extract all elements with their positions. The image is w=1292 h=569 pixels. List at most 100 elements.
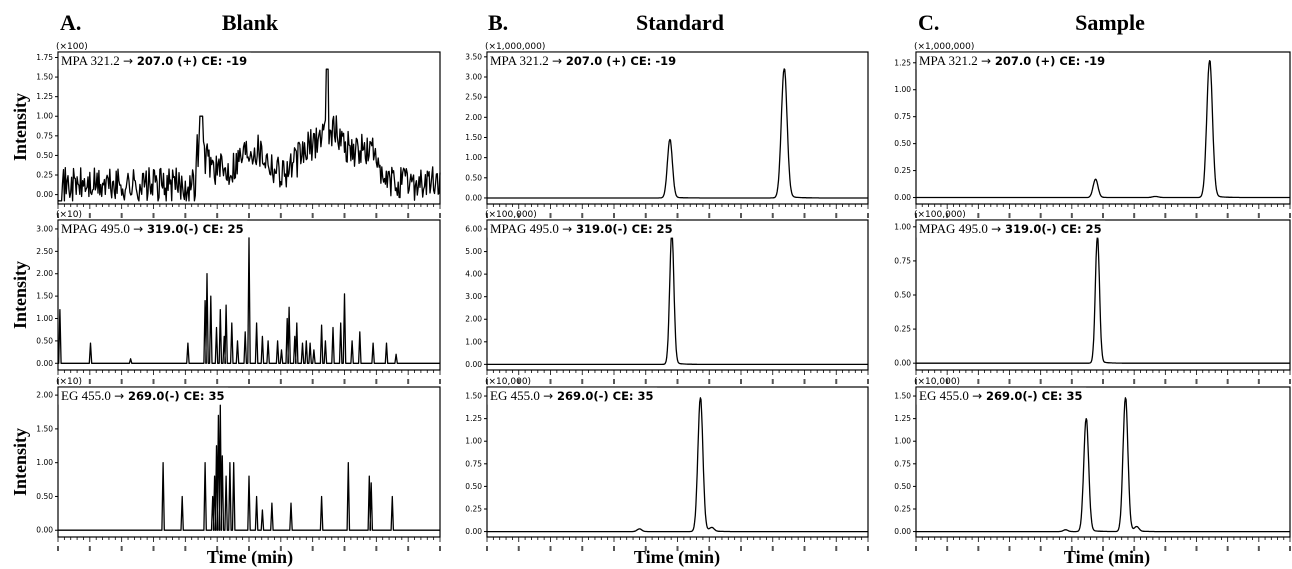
axis-multiplier: (×100) bbox=[56, 42, 88, 52]
plot-frame bbox=[486, 386, 869, 538]
y-axis-label-row-2: Intensity bbox=[10, 261, 30, 329]
x-tick-label bbox=[977, 213, 980, 218]
x-tick-label bbox=[486, 213, 488, 218]
y-tick-label: 0.75 bbox=[36, 131, 53, 140]
plot-frame bbox=[915, 386, 1291, 538]
y-tick-label: 0.50 bbox=[465, 482, 482, 491]
x-tick-label bbox=[375, 546, 378, 551]
transition-product: 269.0(-) CE: 35 bbox=[986, 389, 1083, 403]
plot-frame bbox=[486, 219, 869, 371]
x-tick-label bbox=[977, 379, 980, 384]
x-tick-label bbox=[771, 546, 774, 551]
transition-product: 269.0(-) CE: 35 bbox=[557, 389, 654, 403]
y-tick-label: 1.00 bbox=[894, 85, 911, 94]
y-tick-label: 0.50 bbox=[36, 151, 53, 160]
x-tick-label bbox=[248, 213, 250, 218]
x-tick-label bbox=[946, 213, 949, 218]
x-tick-label bbox=[439, 213, 441, 218]
x-tick-label bbox=[57, 213, 59, 218]
x-tick-label bbox=[1257, 213, 1260, 218]
y-tick-label: 0.50 bbox=[36, 336, 53, 345]
x-tick-label bbox=[343, 546, 346, 551]
x-tick-label bbox=[216, 213, 219, 218]
x-tick-label bbox=[1257, 379, 1260, 384]
transition-product: 207.0 (+) CE: -19 bbox=[995, 54, 1105, 68]
transition-product: 207.0 (+) CE: -19 bbox=[566, 54, 676, 68]
x-tick-label bbox=[1039, 379, 1042, 384]
panel-blank-mpa: (×100) 0.00 0.25 0.50 0.75 1.00 1.25 1.50 1.75 MP… bbox=[36, 42, 441, 218]
x-tick-label bbox=[279, 379, 282, 384]
x-tick-label bbox=[343, 213, 346, 218]
transition-arrow: → bbox=[552, 54, 566, 68]
x-tick-label bbox=[676, 546, 679, 551]
series-line bbox=[58, 237, 440, 364]
y-tick-label: 4.00 bbox=[465, 270, 482, 279]
transition-product: 207.0 (+) CE: -19 bbox=[137, 54, 247, 68]
x-tick-label bbox=[549, 546, 552, 551]
y-tick-label: 1.50 bbox=[36, 424, 53, 433]
transition-prefix: EG 455.0 bbox=[919, 388, 972, 403]
transition-arrow: → bbox=[991, 222, 1005, 236]
y-tick-label: 0.00 bbox=[894, 359, 911, 368]
x-tick-label bbox=[517, 546, 520, 551]
column-a-title: Blank bbox=[222, 10, 279, 35]
x-tick-label bbox=[915, 546, 917, 551]
x-tick-label bbox=[1039, 213, 1042, 218]
x-tick-label bbox=[311, 213, 314, 218]
y-tick-label: 1.00 bbox=[36, 458, 53, 467]
x-tick-label bbox=[88, 213, 91, 218]
transition-prefix: MPA 321.2 bbox=[490, 53, 552, 68]
x-tick-label bbox=[581, 379, 584, 384]
y-tick-label: 0.00 bbox=[36, 359, 53, 368]
transition-label-bg bbox=[58, 220, 248, 238]
x-tick-label bbox=[613, 379, 615, 384]
transition-arrow: → bbox=[123, 54, 137, 68]
x-tick-label bbox=[581, 546, 584, 551]
x-tick-label bbox=[184, 546, 187, 551]
y-tick-label: 1.00 bbox=[36, 314, 53, 323]
x-tick-label bbox=[740, 379, 742, 384]
transition-arrow: → bbox=[562, 222, 576, 236]
y-tick-label: 0.25 bbox=[465, 504, 482, 513]
transition-arrow: → bbox=[114, 389, 128, 403]
x-tick-label bbox=[1039, 546, 1042, 551]
x-tick-label bbox=[517, 213, 520, 218]
x-tick-label bbox=[835, 546, 838, 551]
x-tick-label bbox=[613, 213, 615, 218]
y-tick-label: 1.50 bbox=[894, 392, 911, 401]
x-tick-label bbox=[915, 379, 917, 384]
transition-product: 319.0(-) CE: 25 bbox=[147, 222, 244, 236]
y-tick-label: 2.50 bbox=[36, 247, 53, 256]
x-tick-label bbox=[439, 379, 441, 384]
x-tick-label bbox=[407, 213, 410, 218]
y-tick-label: 1.50 bbox=[465, 133, 482, 142]
x-tick-label bbox=[708, 546, 711, 551]
transition-label: MPAG 495.0 → 319.0(-) CE: 25 bbox=[490, 221, 673, 236]
panel-standard-mpag: (×100,000) 0.00 1.00 2.00 3.00 4.00 5.00 6.00 MP… bbox=[465, 210, 869, 384]
y-tick-label: 1.75 bbox=[36, 53, 53, 62]
transition-label-bg bbox=[487, 220, 677, 238]
y-tick-label: 2.50 bbox=[465, 93, 482, 102]
y-tick-label: 0.50 bbox=[36, 492, 53, 501]
x-tick-label bbox=[152, 546, 155, 551]
transition-arrow: → bbox=[133, 222, 147, 236]
panel-sample-mpag: (×100,000) 0.00 0.25 0.50 0.75 1.00 MPAG 495.0… bbox=[894, 210, 1291, 384]
x-axis-label-b: Time (min) bbox=[634, 547, 720, 568]
y-tick-label: 0.50 bbox=[894, 291, 911, 300]
transition-prefix: MPAG 495.0 bbox=[490, 221, 562, 236]
x-tick-label bbox=[1008, 379, 1011, 384]
transition-label: EG 455.0 → 269.0(-) CE: 35 bbox=[919, 388, 1083, 403]
y-tick-label: 0.25 bbox=[36, 171, 53, 180]
x-tick-label bbox=[486, 379, 488, 384]
y-tick-label: 0.50 bbox=[465, 173, 482, 182]
transition-label: EG 455.0 → 269.0(-) CE: 35 bbox=[61, 388, 225, 403]
x-tick-label bbox=[803, 379, 806, 384]
transition-label: MPA 321.2 → 207.0 (+) CE: -19 bbox=[490, 53, 676, 68]
x-tick-label bbox=[708, 379, 711, 384]
y-tick-label: 1.00 bbox=[894, 437, 911, 446]
x-tick-label bbox=[867, 546, 869, 551]
x-tick-label bbox=[279, 546, 282, 551]
plot-frame bbox=[486, 51, 869, 205]
panel-sample-mpa: (×1,000,000) 0.00 0.25 0.50 0.75 1.00 1.25 MPA … bbox=[894, 42, 1291, 218]
